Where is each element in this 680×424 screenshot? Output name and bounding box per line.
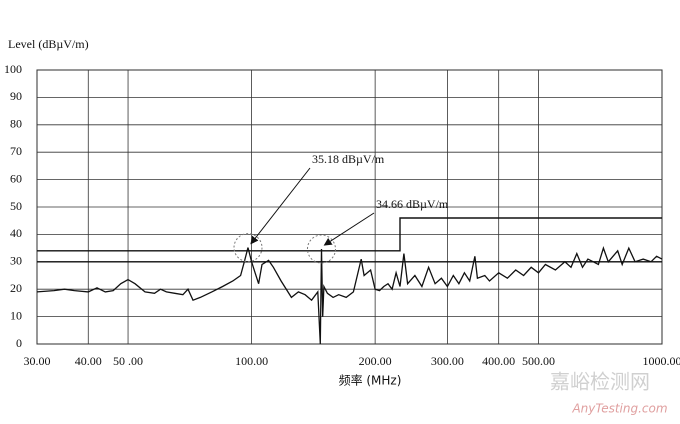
x-tick-label: 200.00 bbox=[359, 354, 392, 368]
y-tick-label: 40 bbox=[10, 226, 22, 240]
x-tick-label: 50 .00 bbox=[113, 354, 143, 368]
watermark: 嘉峪检测网 bbox=[550, 370, 650, 394]
annotation-label: 35.18 dBµV/m bbox=[312, 152, 385, 166]
y-tick-label: 90 bbox=[10, 89, 22, 103]
watermark: AnyTesting.com bbox=[571, 402, 667, 416]
x-tick-label: 1000.00 bbox=[643, 354, 680, 368]
y-tick-label: 0 bbox=[16, 336, 22, 350]
y-tick-label: 100 bbox=[4, 62, 22, 76]
annotation-arrow bbox=[250, 167, 311, 245]
y-tick-label: 10 bbox=[10, 308, 22, 322]
annotation-arrow bbox=[323, 212, 375, 246]
y-tick-label: 80 bbox=[10, 117, 22, 131]
x-tick-label: 40.00 bbox=[75, 354, 102, 368]
peak-marker bbox=[233, 233, 263, 263]
x-tick-label: 500.00 bbox=[522, 354, 555, 368]
peak-marker bbox=[306, 234, 336, 264]
y-tick-label: 60 bbox=[10, 171, 22, 185]
y-tick-label: 30 bbox=[10, 254, 22, 268]
x-axis-label: 频率 (MHz) bbox=[339, 373, 402, 388]
limit-line bbox=[37, 217, 662, 252]
y-tick-label: 50 bbox=[10, 199, 22, 213]
x-tick-label: 400.00 bbox=[482, 354, 515, 368]
trace bbox=[36, 246, 663, 345]
annotation-label: 34.66 dBµV/m bbox=[376, 197, 449, 211]
x-tick-label: 100.00 bbox=[235, 354, 268, 368]
x-tick-label: 30.00 bbox=[24, 354, 51, 368]
y-tick-label: 20 bbox=[10, 281, 22, 295]
y-axis-label: Level (dBµV/m) bbox=[8, 37, 89, 51]
y-tick-label: 70 bbox=[10, 144, 22, 158]
x-tick-label: 300.00 bbox=[431, 354, 464, 368]
